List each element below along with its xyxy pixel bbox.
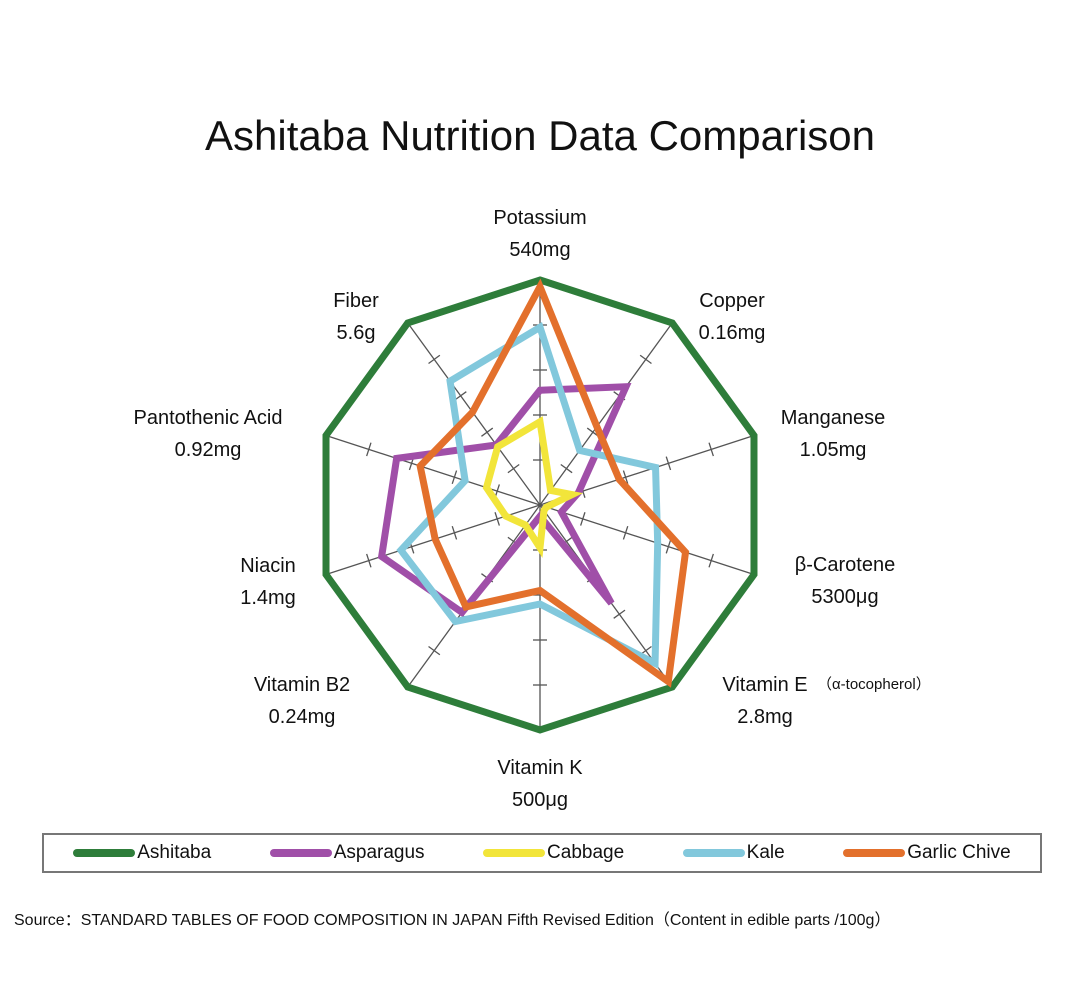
legend-item: Kale [682, 842, 785, 864]
series-kale [396, 321, 662, 670]
legend-label: Ashitaba [137, 842, 212, 863]
series-ashitaba [322, 276, 758, 734]
axis-label: Vitamin K 500μg [497, 757, 583, 811]
axis-tick [622, 525, 629, 540]
axis-label: Pantothenic Acid 0.92mg [134, 407, 283, 461]
series-garlic-chive [416, 278, 690, 688]
axis-value: 540mg [509, 239, 570, 261]
axis-tick [665, 539, 672, 554]
legend-item: Cabbage [483, 842, 624, 864]
legend-swatch [682, 849, 745, 857]
axis-tick [507, 463, 520, 474]
axis-line [325, 434, 541, 506]
axis-note: （α-tocopherol） [817, 676, 931, 693]
axis-value: 0.92mg [175, 439, 242, 461]
axis-name: Manganese [781, 407, 886, 429]
axis-value: 1.4mg [240, 587, 296, 609]
axis-tick [494, 512, 500, 526]
axis-tick [366, 442, 372, 457]
axis-tick [708, 442, 714, 457]
legend-swatch [73, 849, 136, 857]
axis-name: β-Carotene [795, 554, 895, 576]
axis-label: Potassium 540mg [493, 207, 586, 261]
axis-name: Copper [699, 290, 765, 312]
axis-tick [613, 609, 626, 619]
axis-value: 500μg [512, 789, 568, 811]
axis-value: 5.6g [337, 322, 376, 344]
axis-label: Vitamin B2 0.24mg [254, 674, 350, 728]
legend-swatch [483, 849, 546, 857]
chart-title: Ashitaba Nutrition Data Comparison [205, 112, 875, 159]
axis-name: Vitamin K [497, 757, 583, 779]
axis-label: Copper 0.16mg [699, 290, 766, 344]
axis-name: Vitamin B2 [254, 674, 350, 696]
axis-tick [560, 463, 573, 474]
series-cabbage [482, 416, 584, 559]
legend-swatch [843, 849, 906, 857]
axis-label: β-Carotene 5300μg [795, 554, 895, 608]
axis-name: Niacin [240, 555, 296, 577]
legend-swatch [269, 849, 332, 857]
axis-tick [428, 354, 441, 365]
axis-line [539, 322, 673, 506]
axis-label: Vitamin E 2.8mg （α-tocopherol） [722, 674, 930, 728]
legend-label: Garlic Chive [907, 842, 1011, 863]
legend: Ashitaba Asparagus Cabbage Kale Garlic Chive [42, 833, 1042, 873]
axis-name: Vitamin E [722, 674, 807, 696]
axis-label: Fiber 5.6g [333, 290, 379, 344]
axis-tick [454, 391, 467, 401]
axis-name: Pantothenic Acid [134, 407, 283, 429]
axis-tick [428, 645, 441, 656]
source-note: Source：STANDARD TABLES OF FOOD COMPOSITI… [14, 912, 891, 929]
axis-name: Potassium [493, 207, 586, 229]
axis-value: 5300μg [811, 586, 878, 608]
legend-label: Cabbage [547, 842, 625, 863]
axis-value: 2.8mg [737, 706, 793, 728]
axis-label: Niacin 1.4mg [240, 555, 296, 609]
axis-tick [708, 553, 714, 568]
axis-label: Manganese 1.05mg [781, 407, 886, 461]
axis-name: Fiber [333, 290, 379, 312]
legend-item: Ashitaba [73, 842, 211, 864]
axis-tick [622, 470, 629, 485]
axis-tick [451, 470, 458, 485]
radar-chart: Potassium 540mg Copper 0.16mg Manganese 1.05m… [134, 207, 931, 811]
axis-tick [639, 354, 652, 365]
axis-tick [481, 427, 494, 437]
axis-value: 0.24mg [269, 706, 336, 728]
axis-value: 0.16mg [699, 322, 766, 344]
axis-value: 1.05mg [800, 439, 867, 461]
legend-label: Asparagus [333, 842, 425, 863]
legend-label: Kale [746, 842, 785, 863]
axis-tick [366, 553, 372, 568]
axis-tick [580, 512, 586, 526]
axis-tick [665, 456, 672, 471]
axis-line [539, 504, 755, 576]
legend-item: Garlic Chive [843, 842, 1011, 864]
legend-item: Asparagus [269, 842, 425, 864]
axis-tick [451, 525, 458, 540]
